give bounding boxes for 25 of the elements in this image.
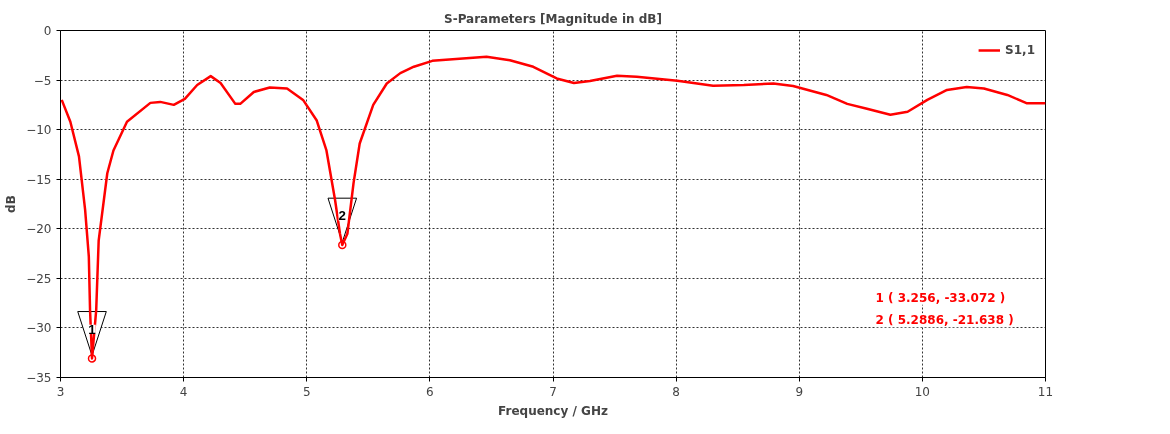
x-tick-label: 11 bbox=[1037, 384, 1054, 399]
legend-label: S1,1 bbox=[1005, 43, 1035, 57]
x-tick-label: 4 bbox=[179, 384, 188, 399]
chart-title: S-Parameters [Magnitude in dB] bbox=[444, 11, 662, 26]
x-tick-label: 7 bbox=[549, 384, 557, 399]
y-tick-label: −5 bbox=[33, 73, 52, 88]
y-tick-label: −10 bbox=[26, 123, 52, 138]
annotation: 2 ( 5.2886, -21.638 ) bbox=[875, 313, 1014, 328]
annotation: 2 bbox=[338, 208, 346, 224]
annotation: 1 bbox=[88, 321, 97, 337]
y-tick-label: −15 bbox=[26, 172, 52, 187]
x-tick-label: 3 bbox=[56, 384, 65, 399]
y-tick-label: −20 bbox=[26, 222, 52, 237]
x-axis-title: Frequency / GHz bbox=[498, 403, 608, 418]
x-tick-label: 8 bbox=[672, 384, 680, 399]
y-tick-label: −25 bbox=[26, 271, 52, 286]
x-tick-label: 10 bbox=[914, 384, 931, 399]
x-tick-label: 5 bbox=[302, 384, 311, 399]
x-tick-label: 6 bbox=[426, 384, 434, 399]
annotation: 1 ( 3.256, -33.072 ) bbox=[875, 290, 1006, 305]
y-axis-title: dB bbox=[4, 195, 19, 213]
y-tick-label: −30 bbox=[26, 321, 52, 336]
y-tick-label: 0 bbox=[43, 24, 52, 38]
y-tick-label: −35 bbox=[26, 371, 52, 385]
x-tick-label: 9 bbox=[795, 384, 804, 399]
